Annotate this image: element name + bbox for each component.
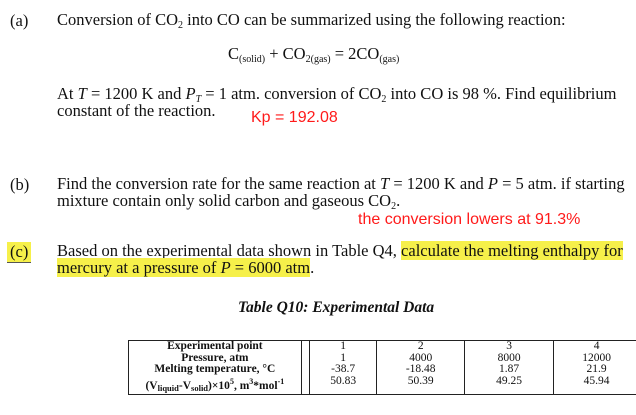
table-cell: 4 [553,340,636,353]
row-label-experimental-point: Experimental point [128,340,302,353]
part-c-label: (c) [7,242,32,263]
part-c-line2: mercury at a pressure of P = 6000 atm. [57,258,315,277]
table-cell: 49.25 [464,375,555,395]
part-c-line1: Based on the experimental data shown in … [57,241,623,260]
table-cell: -38.7 [308,363,378,376]
table-cell: 50.83 [308,375,378,395]
table-row: (Vliquid-Vsolid)×105, m3*mol-1 50.83 50.… [128,375,636,395]
row-label-melting-temperature: Melting temperature, °C [128,363,302,376]
table-cell: 1.87 [464,363,555,376]
part-b-line2: mixture contain only solid carbon and ga… [57,191,401,213]
part-a-intro: Conversion of CO2 into CO can be summari… [57,10,566,32]
part-a-answer: Kp = 192.08 [251,109,338,126]
table-row: Pressure, atm 1 4000 8000 12000 [128,352,636,364]
table-cell: 12000 [553,352,636,364]
part-a-question-line1: At T = 1200 K and PT = 1 atm. conversion… [57,84,617,106]
table-title: Table Q10: Experimental Data [238,299,435,316]
reaction-equation: C(solid) + CO2(gas) = 2CO(gas) [228,44,400,66]
table-cell: 3 [464,340,555,353]
part-b-answer: the conversion lowers at 91.3% [358,211,581,228]
table-cell: 50.39 [376,375,466,395]
part-a-label: (a) [10,11,29,30]
table-cell: 21.9 [553,363,636,376]
row-label-pressure: Pressure, atm [128,352,302,364]
table-cell: 1 [308,352,378,364]
table-row: Melting temperature, °C -38.7 -18.48 1.8… [128,363,636,376]
table-cell: -18.48 [376,363,466,376]
row-label-volume-change: (Vliquid-Vsolid)×105, m3*mol-1 [128,375,302,395]
table-cell: 1 [308,340,378,353]
part-b-line1: Find the conversion rate for the same re… [57,174,625,193]
part-a-question-line2: constant of the reaction. [57,101,216,120]
table-cell: 2 [376,340,466,353]
table-cell: 8000 [464,352,555,364]
part-b-label: (b) [10,175,30,194]
table-cell: 45.94 [553,375,636,395]
experimental-data-table: Experimental point 1 2 3 4 Pressure, atm… [128,340,636,395]
table-row: Experimental point 1 2 3 4 [128,340,636,353]
